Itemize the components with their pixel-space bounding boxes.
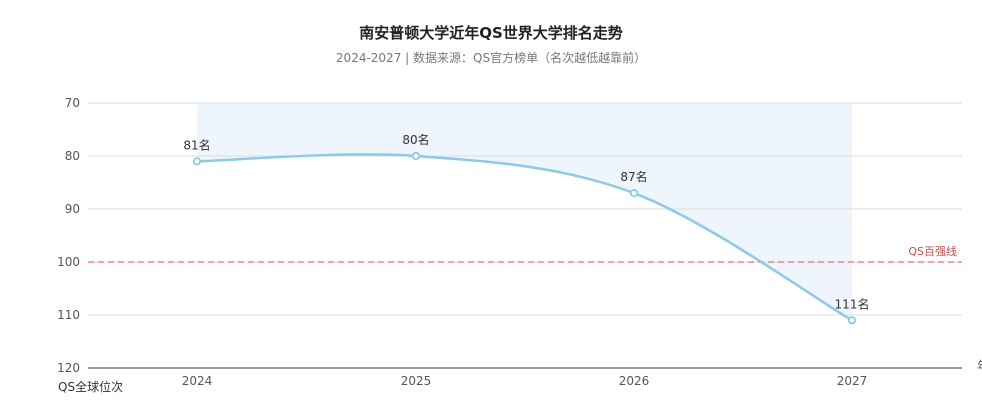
area-fill	[197, 103, 852, 321]
reference-line-label: QS百强线	[908, 244, 957, 258]
y-axis-title: QS全球位次	[58, 379, 123, 394]
data-label: 111名	[835, 296, 870, 311]
series-line	[196, 153, 853, 322]
x-tick-label: 2026	[619, 374, 650, 388]
x-axis-title: 年	[977, 359, 982, 373]
data-label: 80名	[402, 132, 429, 147]
data-point	[192, 157, 202, 166]
chart-title: 南安普顿大学近年QS世界大学排名走势	[359, 24, 623, 42]
chart-subtitle: 2024-2027 | 数据来源：QS官方榜单（名次越低越靠前）	[335, 51, 647, 65]
data-label: 81名	[183, 137, 210, 152]
x-tick-label: 2025	[401, 374, 432, 388]
x-tick-label: 2024	[182, 374, 213, 388]
y-tick-label: 80	[65, 149, 80, 163]
y-tick-label: 120	[57, 361, 80, 375]
y-tick-label: 100	[57, 255, 80, 269]
data-point	[629, 189, 639, 198]
data-point	[847, 316, 857, 325]
y-tick-label: 110	[57, 308, 80, 322]
y-tick-label: 90	[65, 202, 80, 216]
y-tick-label: 70	[65, 96, 80, 110]
data-label: 87名	[620, 169, 647, 184]
data-point	[411, 151, 421, 161]
x-tick-label: 2027	[837, 374, 868, 388]
